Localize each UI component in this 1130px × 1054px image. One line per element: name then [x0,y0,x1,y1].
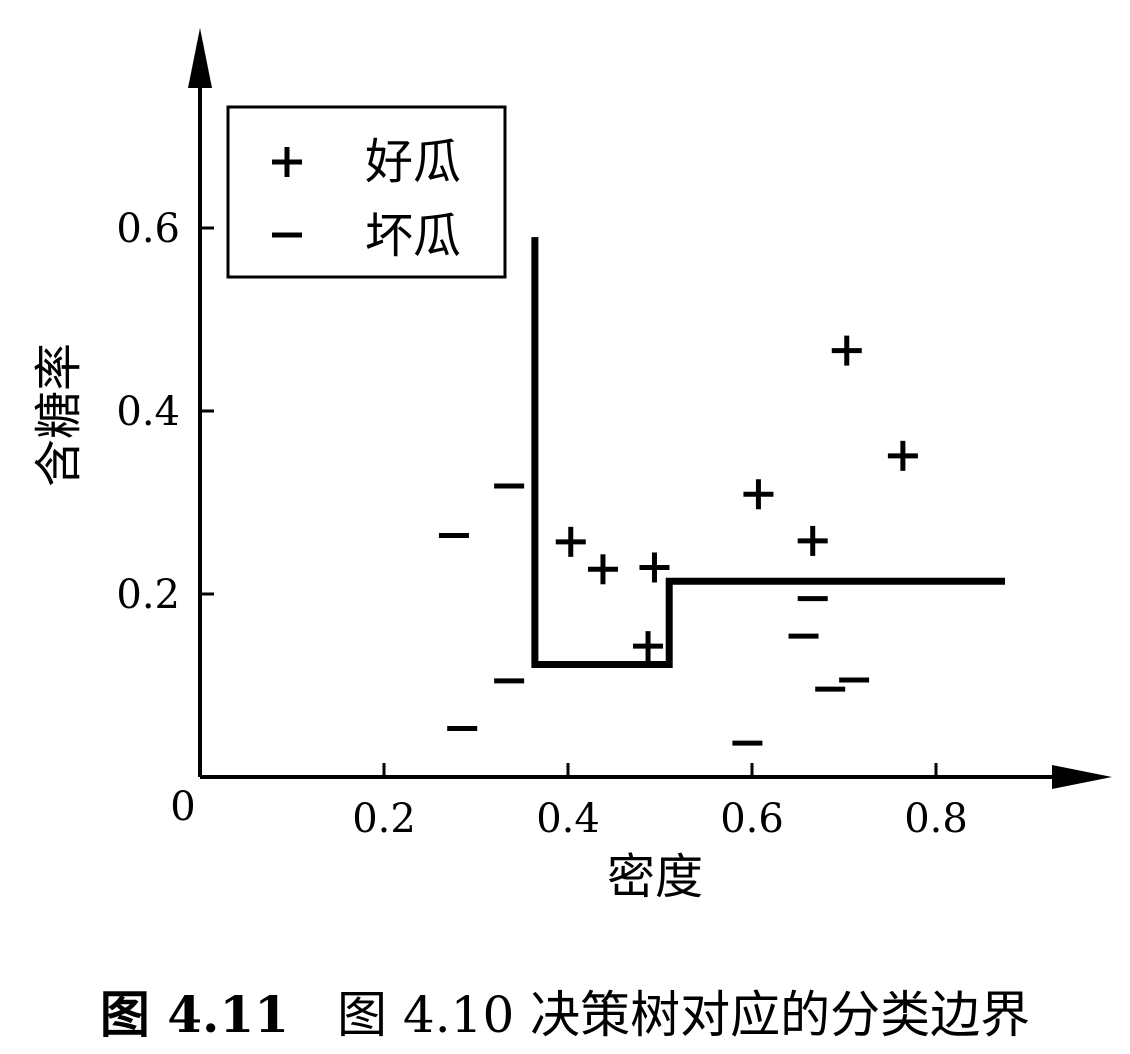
y-axis-label: 含糖率 [31,343,87,487]
y-axis-ticks: 0.2 0.4 0.6 [116,206,214,618]
good-melon-point [887,440,918,471]
origin-label: 0 [170,784,195,830]
legend-symbol-good [272,147,302,177]
figure-number: 图 4.11 [99,985,290,1044]
axes [188,28,1112,789]
y-tick-label: 0.6 [116,206,180,252]
scatter-chart: 0.2 0.4 0.6 0.8 0.2 0.4 0.6 0 密度 含糖率 好瓜 坏瓜 [31,28,1112,905]
y-tick-label: 0.2 [116,572,180,618]
x-tick-label: 0.8 [904,796,968,842]
figure-caption: 图 4.11 图 4.10 决策树对应的分类边界 [0,975,1130,1047]
caption-text: 图 4.10 决策树对应的分类边界 [337,986,1031,1044]
legend-label-good: 好瓜 [365,134,461,190]
good-melon-point [831,335,862,366]
x-tick-label: 0.2 [352,796,416,842]
legend-label-bad: 坏瓜 [365,208,461,264]
y-tick-label: 0.4 [116,389,180,435]
x-tick-label: 0.6 [720,796,784,842]
good-melon-point [797,525,828,556]
legend-box [226,105,507,279]
good-melon-point [555,526,586,557]
x-axis-ticks: 0.2 0.4 0.6 0.8 [352,763,968,842]
good-melon-point [743,479,774,510]
y-axis-arrow [188,28,212,88]
good-melon-point [633,631,664,662]
decision-boundary [531,237,1005,668]
good-melon-point [587,554,618,585]
x-axis-arrow [1052,765,1112,789]
legend: 好瓜 坏瓜 [226,105,507,279]
x-tick-label: 0.4 [536,796,600,842]
x-axis-label: 密度 [607,849,703,905]
data-points [438,335,918,746]
good-melon-point [639,552,670,583]
